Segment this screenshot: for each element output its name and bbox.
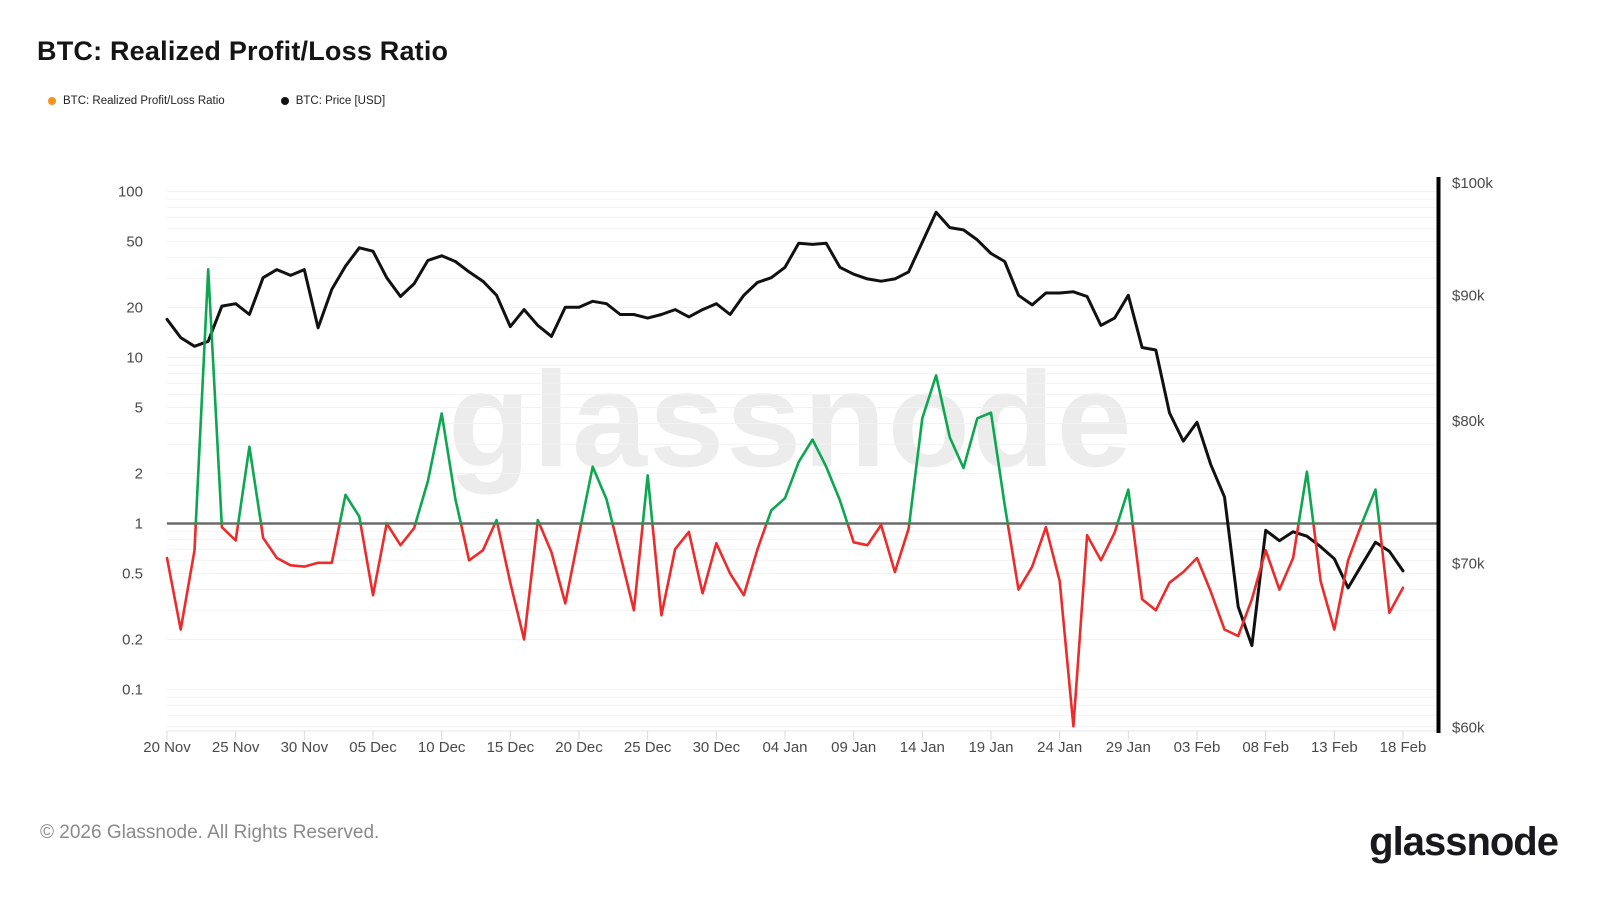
legend-label-price: BTC: Price [USD] (295, 95, 386, 107)
x-tick-label: 08 Feb (1242, 739, 1289, 756)
copyright-text: © 2026 Glassnode. All Rights Reserved. (40, 822, 380, 843)
legend-dot-ratio-icon (48, 97, 56, 105)
x-tick-label: 05 Dec (349, 739, 397, 756)
chart-legend: BTC: Realized Profit/Loss Ratio BTC: Pri… (48, 95, 385, 107)
left-axis-tick-label: 10 (126, 350, 143, 367)
left-axis-tick-label: 20 (126, 300, 143, 317)
x-tick-label: 13 Feb (1311, 739, 1358, 756)
left-axis-tick-label: 0.5 (122, 565, 143, 582)
x-tick-label: 25 Nov (212, 739, 260, 756)
x-tick-label: 03 Feb (1174, 739, 1221, 756)
left-axis-tick-label: 1 (135, 516, 143, 533)
glassnode-logo: glassnode (1369, 820, 1559, 864)
right-axis-tick-label: $70k (1452, 555, 1485, 572)
x-tick-label: 19 Jan (968, 739, 1013, 756)
chart-plot-area[interactable]: 20 Nov 25 Nov 30 Nov 05 Dec 10 Dec 15 Dec 20 D… (0, 0, 1600, 790)
page-title: BTC: Realized Profit/Loss Ratio (37, 36, 449, 66)
right-axis-tick-label: $80k (1452, 413, 1485, 430)
x-tick-label: 04 Jan (762, 739, 807, 756)
left-axis-tick-label: 50 (126, 233, 143, 250)
x-tick-label: 18 Feb (1380, 739, 1427, 756)
ratio-line-above-1 (194, 268, 1381, 525)
x-tick-label: 09 Jan (831, 739, 876, 756)
legend-dot-price-icon (280, 97, 289, 105)
legend-item-price[interactable]: BTC: Price [USD] (280, 95, 386, 107)
right-axis-tick-label: $60k (1452, 720, 1485, 737)
left-axis-tick-label: 0.1 (122, 682, 143, 699)
right-axis-tick-label: $100k (1452, 175, 1493, 192)
x-tick-label: 20 Dec (555, 739, 603, 756)
right-axis-tick-label: $90k (1452, 287, 1485, 304)
left-axis-tick-label: 0.2 (122, 632, 143, 649)
x-tick-label: 14 Jan (900, 739, 945, 756)
x-tick-label: 15 Dec (487, 739, 535, 756)
x-tick-label: 20 Nov (143, 739, 191, 756)
x-tick-label: 30 Dec (693, 739, 741, 756)
left-axis-tick-label: 2 (135, 466, 143, 483)
x-tick-label: 24 Jan (1037, 739, 1082, 756)
legend-item-ratio[interactable]: BTC: Realized Profit/Loss Ratio (48, 95, 225, 107)
price-line-series (165, 210, 1405, 648)
left-axis-tick-label: 5 (135, 399, 143, 416)
x-tick-label: 30 Nov (281, 739, 329, 756)
x-tick-label: 29 Jan (1106, 739, 1151, 756)
x-tick-label: 10 Dec (418, 739, 466, 756)
legend-label-ratio: BTC: Realized Profit/Loss Ratio (63, 95, 225, 107)
x-tick-label: 25 Dec (624, 739, 672, 756)
left-axis-tick-label: 100 (118, 184, 143, 201)
ratio-line-below-1 (165, 522, 1405, 728)
